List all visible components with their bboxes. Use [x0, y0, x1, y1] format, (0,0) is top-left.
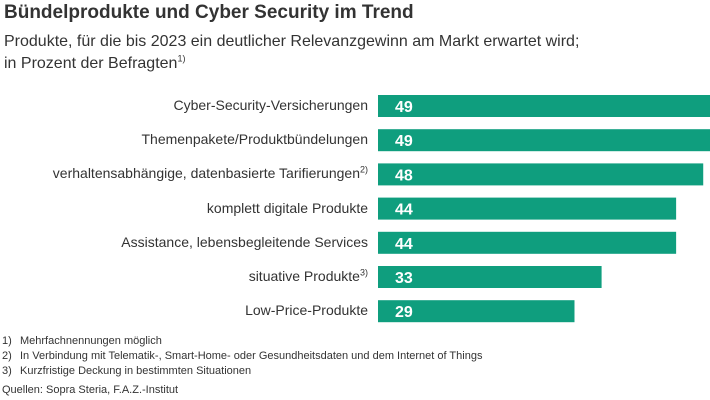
bar-chart: 49 49 48 44 44 33 29 [378, 95, 710, 323]
bar-1 [378, 95, 710, 117]
category-label: situative Produkte3) [249, 268, 368, 284]
footnote-text: Kurzfristige Deckung in bestimmten Situa… [20, 365, 252, 377]
subtitle-footnote-ref: 1) [177, 53, 186, 64]
category-label-text: Assistance, lebensbegleitende Services [121, 233, 368, 250]
category-label: verhaltensabhängige, datenbasierte Tarif… [53, 165, 368, 181]
footnote-text: Mehrfachnennungen möglich [20, 335, 162, 347]
footnote-text: In Verbindung mit Telematik-, Smart-Home… [20, 350, 483, 362]
bar-5 [378, 231, 677, 254]
source-note: Quellen: Sopra Steria, F.A.Z.-Institut [2, 384, 179, 396]
category-label-text: Themenpakete/Produktbündelungen [141, 131, 368, 148]
bar-value-label: 33 [395, 270, 413, 287]
bar-2 [378, 129, 710, 152]
footnote-number: 1) [2, 335, 12, 347]
footnote-number: 3) [2, 365, 12, 377]
bar-4 [378, 197, 677, 220]
bar-value-label: 48 [395, 167, 413, 184]
bar-6 [378, 266, 602, 288]
chart-title: Bündelprodukte und Cyber Security im Tre… [4, 2, 414, 23]
footnote-1: 1) Mehrfachnennungen möglich [2, 334, 482, 349]
subtitle-line-2: in Prozent der Befragten [4, 55, 178, 72]
bar-value-label: 29 [395, 304, 413, 321]
category-label-text: komplett digitale Produkte [206, 199, 368, 216]
category-label-text: verhaltensabhängige, datenbasierte Tarif… [52, 165, 360, 182]
footnote-number: 2) [2, 350, 12, 362]
category-label-text: situative Produkte [248, 268, 360, 284]
footnote-2: 2) In Verbindung mit Telematik-, Smart-H… [2, 349, 482, 364]
bar-value-label: 44 [395, 236, 413, 253]
category-label: Cyber-Security-Versicherungen [173, 97, 368, 113]
bar-value-label: 49 [395, 99, 413, 116]
category-label: Low-Price-Produkte [245, 302, 368, 318]
category-label-text: Cyber-Security-Versicherungen [173, 97, 368, 113]
chart-subtitle: Produkte, für die bis 2023 ein deutliche… [4, 31, 704, 75]
category-label-text: Low-Price-Produkte [245, 302, 368, 319]
category-label: komplett digitale Produkte [207, 200, 368, 216]
bar-value-label: 49 [395, 133, 413, 150]
subtitle-line-1: Produkte, für die bis 2023 ein deutliche… [4, 33, 580, 50]
category-footnote-ref: 2) [359, 164, 368, 175]
category-footnote-ref: 3) [359, 267, 368, 278]
bar-3 [378, 163, 704, 186]
category-label: Themenpakete/Produktbündelungen [141, 131, 368, 147]
bar-value-label: 44 [395, 202, 413, 219]
footnote-3: 3) Kurzfristige Deckung in bestimmten Si… [2, 364, 482, 379]
category-label: Assistance, lebensbegleitende Services [121, 234, 368, 250]
footnotes: 1) Mehrfachnennungen möglich 2) In Verbi… [2, 334, 482, 379]
bar-7 [378, 300, 575, 323]
